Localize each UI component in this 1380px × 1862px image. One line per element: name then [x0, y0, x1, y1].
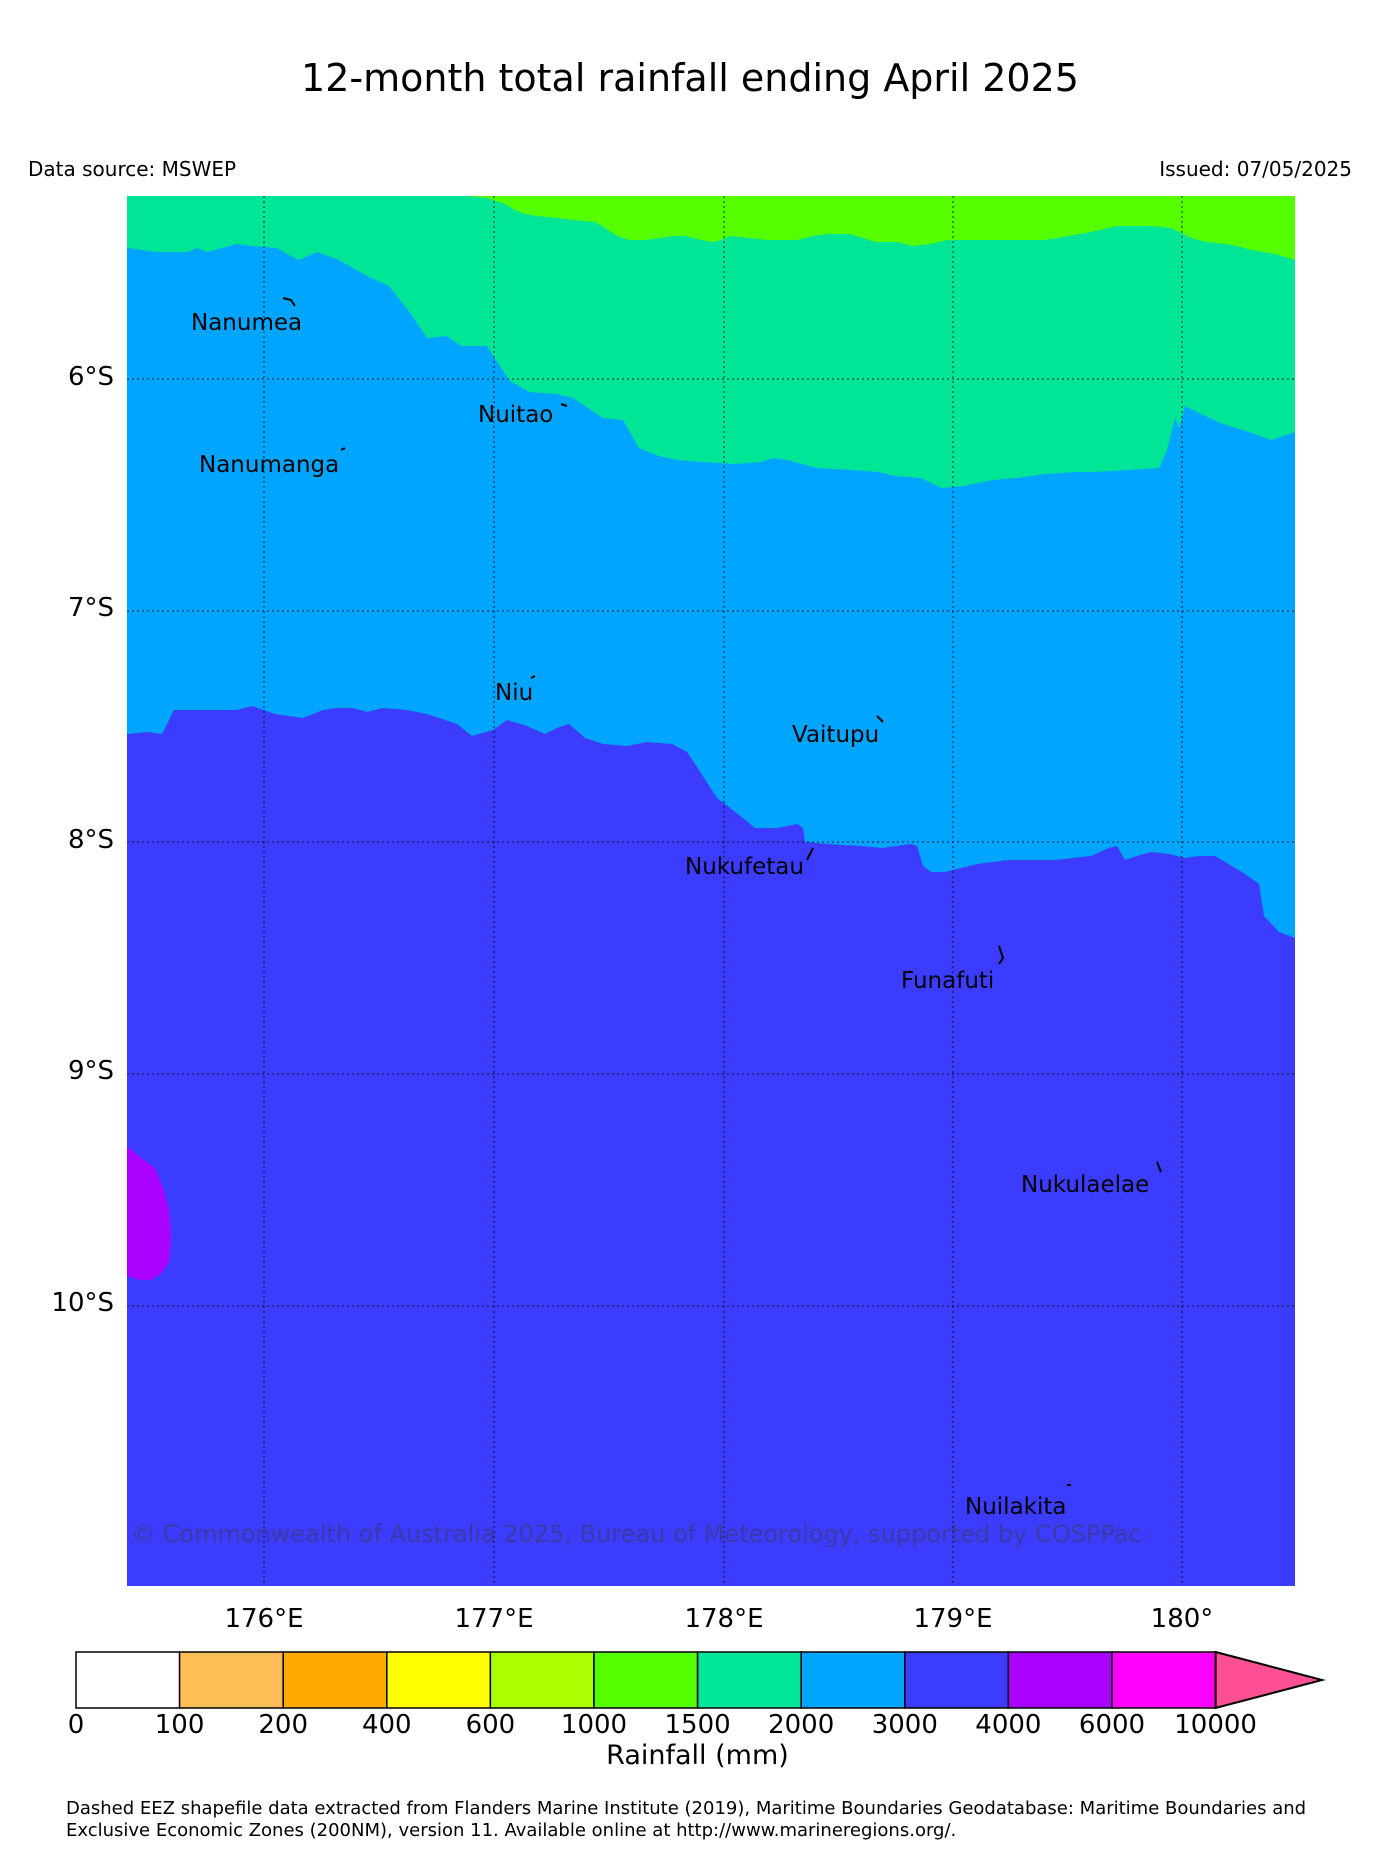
- colorbar-cell: [1007, 1651, 1113, 1709]
- lon-label-179e: 179°E: [913, 1604, 993, 1634]
- colorbar-cell: [1111, 1651, 1217, 1709]
- colorbar-tick-label: 100: [154, 1710, 205, 1740]
- island-shape-nukufetau: [806, 847, 814, 861]
- colorbar-tick-label: 1000: [560, 1710, 628, 1740]
- issued-date-label: Issued: 07/05/2025: [1159, 157, 1352, 181]
- colorbar-cell: [489, 1651, 595, 1709]
- region-4000-6000: [127, 1146, 171, 1280]
- colorbar-cell: [178, 1651, 284, 1709]
- colorbar-cell: [800, 1651, 906, 1709]
- island-label-nanumea: Nanumea: [191, 310, 302, 336]
- colorbar-tick-label: 0: [67, 1710, 85, 1740]
- island-label-nuitao: Nuitao: [478, 402, 553, 428]
- region-1000-1500-top: [467, 196, 1295, 260]
- lat-label-9s: 9°S: [67, 1056, 114, 1086]
- island-outlines: [282, 297, 1162, 1486]
- page-title: 12-month total rainfall ending April 202…: [301, 56, 1079, 100]
- footnote: Dashed EEZ shapefile data extracted from…: [66, 1798, 1307, 1841]
- island-shape-nanumanga: [340, 447, 346, 451]
- island-label-nuilakita: Nuilakita: [965, 1494, 1066, 1520]
- island-label-niu: Niu: [495, 680, 533, 706]
- colorbar-tick-label: 3000: [871, 1710, 938, 1740]
- island-shape-vaitupu: [876, 715, 884, 723]
- colorbar-cell: [282, 1651, 388, 1709]
- lon-label-176e: 176°E: [224, 1604, 304, 1634]
- lat-label-7s: 7°S: [67, 593, 114, 623]
- colorbar-cell: [696, 1651, 802, 1709]
- island-label-nukulaelae: Nukulaelae: [1021, 1172, 1149, 1198]
- graticule: [127, 196, 1295, 1586]
- colorbar-tick-label: 1500: [664, 1710, 731, 1740]
- island-label-nukufetau: Nukufetau: [685, 854, 804, 880]
- colorbar-tick-label: 2000: [768, 1710, 835, 1740]
- colorbar-cell: [75, 1651, 181, 1709]
- lon-label-180: 180°: [1150, 1604, 1214, 1634]
- colorbar-title: Rainfall (mm): [606, 1740, 789, 1771]
- colorbar-tick-label: 400: [361, 1710, 412, 1740]
- colorbar-tick-label: 4000: [975, 1710, 1042, 1740]
- island-shape-funafuti: [998, 945, 1005, 965]
- colorbar-tick-label: 6000: [1078, 1710, 1146, 1740]
- data-source-label: Data source: MSWEP: [28, 157, 237, 181]
- island-label-vaitupu: Vaitupu: [792, 722, 879, 748]
- island-label-funafuti: Funafuti: [901, 968, 994, 994]
- colorbar-cell: [593, 1651, 699, 1709]
- lon-label-178e: 178°E: [684, 1604, 764, 1634]
- rainfall-map: Nanumea Nuitao Nanumanga Niu Vaitupu Nuk…: [127, 196, 1295, 1586]
- island-shape-nuitao: [560, 403, 568, 407]
- colorbar-tick-label: 10000: [1174, 1710, 1257, 1740]
- copyright-watermark: © Commonwealth of Australia 2025, Bureau…: [131, 1520, 1142, 1548]
- colorbar-cell: [904, 1651, 1010, 1709]
- island-shape-niu: [530, 675, 536, 679]
- island-shape-nanumea: [282, 297, 296, 307]
- region-1500-2000: [127, 196, 1295, 488]
- colorbar-tick-label: 600: [465, 1710, 516, 1740]
- island-label-nanumanga: Nanumanga: [199, 452, 339, 478]
- lat-label-10s: 10°S: [51, 1288, 114, 1318]
- colorbar-tick-label: 200: [258, 1710, 308, 1740]
- lat-label-8s: 8°S: [67, 825, 114, 855]
- lat-label-6s: 6°S: [67, 362, 114, 392]
- island-shape-nukulaelae: [1156, 1161, 1162, 1173]
- lon-label-177e: 177°E: [454, 1604, 534, 1634]
- colorbar-extend-arrow: [1214, 1650, 1326, 1710]
- colorbar-cell: [386, 1651, 492, 1709]
- colorbar: [75, 1650, 1326, 1710]
